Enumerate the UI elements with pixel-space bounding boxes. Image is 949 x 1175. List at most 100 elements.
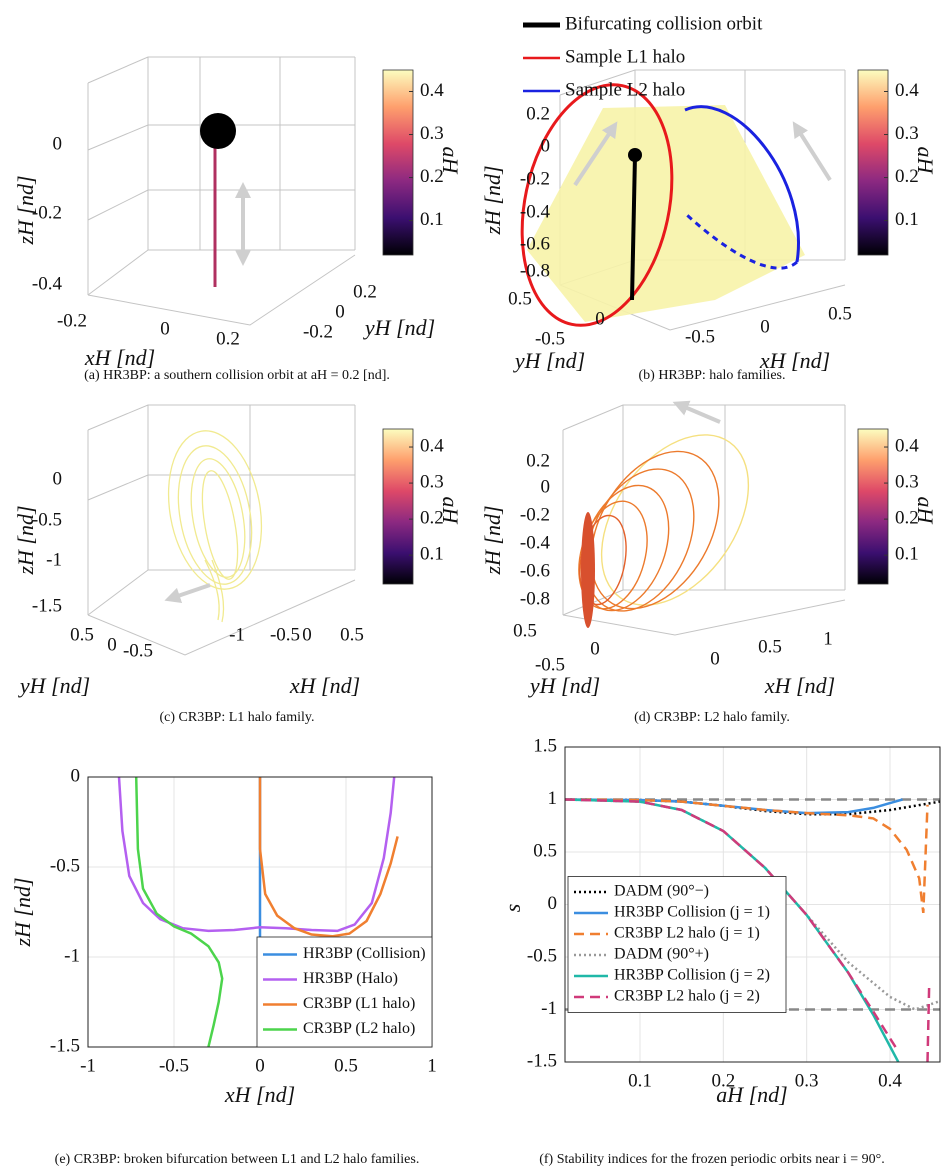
z-tick-label: -0.8 xyxy=(520,588,550,609)
legend-label: Sample L1 halo xyxy=(565,46,685,67)
y-tick-label: -1 xyxy=(64,945,80,966)
x-tick-label: -0.2 xyxy=(57,310,87,331)
x-tick-label: 0.2 xyxy=(216,328,240,349)
legend-label: HR3BP (Halo) xyxy=(303,970,398,987)
z-tick-label: 0 xyxy=(53,133,63,154)
z-tick-label: 0 xyxy=(541,476,551,497)
y-tick-label: 0.5 xyxy=(70,624,94,645)
caption: (f) Stability indices for the frozen per… xyxy=(539,1152,885,1167)
colorbar xyxy=(857,69,889,256)
z-axis-label: zH [nd] xyxy=(480,505,505,575)
y-tick-label: -0.5 xyxy=(123,640,153,661)
x-tick-label: 0 xyxy=(255,1055,265,1076)
series-line xyxy=(565,798,931,1062)
x-tick-label: 0.5 xyxy=(828,303,852,324)
panel-f: 0.1 0.2 0.3 0.4 -1.5 -1 -0.5 0 0.5 1 1.5 DADM (90°−… xyxy=(500,735,941,1167)
y-axis-label: s xyxy=(500,904,525,913)
panel-b: -0.8-0.6-0.4-0.200.2-0.5 00.5-0.500.5zH [… xyxy=(480,13,938,383)
panel-c: -1.5-1-0.50-1 -0.5 0 0.5-0.500.5zH [nd]xH [… xyxy=(13,404,463,725)
y-tick-label: -0.5 xyxy=(527,945,557,966)
z-tick-label: -0.4 xyxy=(520,201,551,222)
x-tick-label: 0.2 xyxy=(711,1070,735,1091)
z-tick-label: 0 xyxy=(53,468,63,489)
colorbar-tick-label: 0.3 xyxy=(895,123,919,144)
colorbar-tick-label: 0.4 xyxy=(895,80,919,101)
y-tick-label: -0.5 xyxy=(535,654,565,675)
x-tick-label: 0 xyxy=(160,318,170,339)
x-tick-label: 0 xyxy=(302,624,312,645)
x-tick-label: 0 xyxy=(760,316,770,337)
x-tick-label: 0.1 xyxy=(628,1070,652,1091)
z-tick-label: -0.6 xyxy=(520,233,550,254)
z-tick-label: -1.5 xyxy=(32,595,62,616)
z-tick-label: -0.8 xyxy=(520,260,550,281)
y-tick-label: 0.2 xyxy=(353,281,377,302)
colorbar xyxy=(382,69,414,256)
z-tick-label: -0.4 xyxy=(520,532,551,553)
series-line xyxy=(565,798,929,914)
colorbar-tick-label: 0.3 xyxy=(420,123,444,144)
y-axis-label: yH [nd] xyxy=(363,315,435,340)
y-tick-label: 0.5 xyxy=(533,840,557,861)
series-line xyxy=(134,777,224,1047)
y-axis-label: yH [nd] xyxy=(18,673,90,698)
z-tick-label: -0.6 xyxy=(520,560,550,581)
y-axis-label: yH [nd] xyxy=(528,673,600,698)
x-axis-label: aH [nd] xyxy=(716,1082,788,1107)
caption: (d) CR3BP: L2 halo family. xyxy=(634,710,790,725)
colorbar-tick-label: 0.1 xyxy=(420,209,444,230)
legend-box xyxy=(567,876,787,1013)
colorbar-tick-label: 0.3 xyxy=(420,471,444,492)
series-line xyxy=(117,777,396,933)
colorbar xyxy=(857,428,889,585)
colorbar-tick-label: 0.1 xyxy=(895,209,919,230)
z-axis-label: zH [nd] xyxy=(13,175,38,245)
y-tick-label: 1.5 xyxy=(533,735,557,756)
y-axis-label: yH [nd] xyxy=(513,348,585,373)
x-axis-label: xH [nd] xyxy=(289,673,360,698)
y-tick-label: -0.5 xyxy=(50,855,80,876)
y-tick-label: -0.2 xyxy=(303,321,333,342)
legend-label: DADM (90°+) xyxy=(614,946,709,963)
x-tick-label: 0.3 xyxy=(795,1070,819,1091)
z-tick-label: -0.5 xyxy=(32,509,62,530)
colorbar-label: aH xyxy=(913,147,938,175)
y-tick-label: 0 xyxy=(71,765,81,786)
colorbar-tick-label: 0.2 xyxy=(895,507,919,528)
legend-label: HR3BP Collision (j = 1) xyxy=(614,904,770,921)
x-tick-label: -1 xyxy=(229,624,245,645)
x-tick-label: -1 xyxy=(80,1055,96,1076)
colorbar-tick-label: 0.1 xyxy=(895,544,919,565)
y-tick-label: -0.5 xyxy=(535,328,565,349)
panel-a: -0.4-0.20-0.2 0 0.2 -0.200.2zH [nd]xH [nd]y… xyxy=(13,56,463,383)
legend-label: HR3BP Collision (j = 2) xyxy=(614,967,770,984)
x-tick-label: 0.5 xyxy=(334,1055,358,1076)
y-tick-label: 1 xyxy=(548,788,558,809)
colorbar-label: aH xyxy=(438,497,463,525)
colorbar-label: aH xyxy=(438,147,463,175)
y-tick-label: 0.5 xyxy=(508,288,532,309)
x-tick-label: -0.5 xyxy=(159,1055,189,1076)
colorbar-tick-label: 0.2 xyxy=(420,166,444,187)
x-tick-label: 1 xyxy=(823,628,833,649)
colorbar xyxy=(382,428,414,585)
colorbar-label: aH xyxy=(913,497,938,525)
legend-label: Bifurcating collision orbit xyxy=(565,13,763,34)
x-axis-label: xH [nd] xyxy=(224,1082,295,1107)
colorbar-tick-label: 0.3 xyxy=(895,471,919,492)
series-line xyxy=(258,777,399,938)
y-axis-label: zH [nd] xyxy=(10,877,35,947)
z-tick-label: 0.2 xyxy=(526,103,550,124)
colorbar-tick-label: 0.4 xyxy=(420,435,444,456)
caption: (a) HR3BP: a southern collision orbit at… xyxy=(84,368,390,383)
legend-label: CR3BP (L1 halo) xyxy=(303,995,415,1012)
caption: (e) CR3BP: broken bifurcation between L1… xyxy=(55,1152,420,1167)
caption: (b) HR3BP: halo families. xyxy=(639,368,786,383)
z-axis-label: zH [nd] xyxy=(13,505,38,575)
y-tick-label: 0 xyxy=(595,308,605,329)
colorbar-tick-label: 0.4 xyxy=(895,435,919,456)
legend-label: CR3BP (L2 halo) xyxy=(303,1020,415,1037)
x-tick-label: 0.4 xyxy=(878,1070,902,1091)
